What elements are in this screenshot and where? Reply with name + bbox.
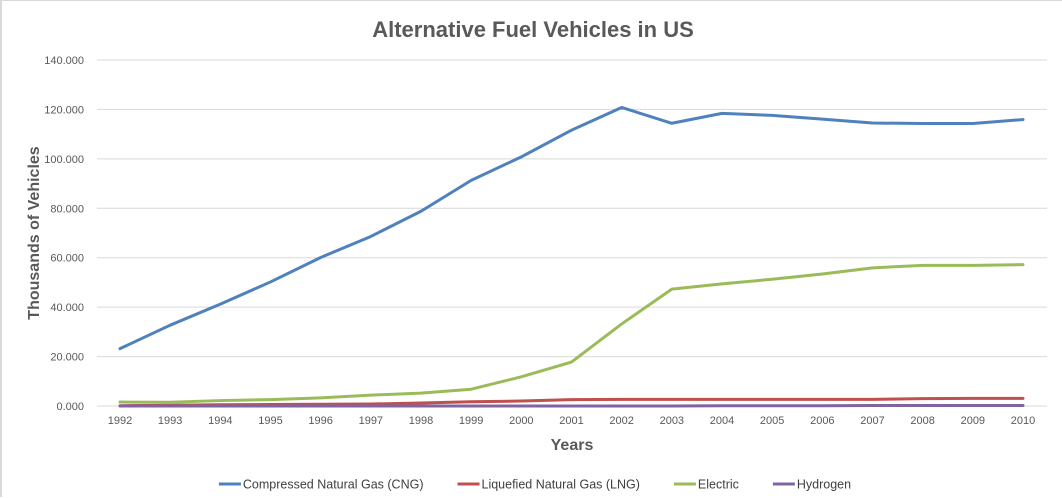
y-tick-label: 40.000 <box>50 302 84 314</box>
legend-label: Liquefied Natural Gas (LNG) <box>482 478 640 492</box>
y-axis-ticks: 0.000 20.000 40.000 60.000 80.000 100.000 120.… <box>44 55 84 413</box>
y-tick-label: 20.000 <box>50 352 84 364</box>
x-tick-label: 2010 <box>1011 415 1035 427</box>
y-axis-label: Thousands of Vehicles <box>26 146 43 319</box>
legend-item: Compressed Natural Gas (CNG) <box>219 478 424 492</box>
x-tick-label: 1998 <box>409 415 433 427</box>
legend-label: Hydrogen <box>797 478 851 492</box>
series-electric <box>120 265 1023 403</box>
x-tick-label: 2001 <box>559 415 583 427</box>
series-line <box>120 107 1023 348</box>
x-tick-label: 1994 <box>208 415 232 427</box>
x-tick-label: 2007 <box>860 415 884 427</box>
y-tick-label: 100.000 <box>44 154 84 166</box>
x-tick-label: 2003 <box>660 415 684 427</box>
x-axis-label: Years <box>551 437 594 454</box>
legend: Compressed Natural Gas (CNG) Liquefied Na… <box>219 478 851 492</box>
x-tick-label: 1999 <box>459 415 483 427</box>
x-tick-label: 2009 <box>961 415 985 427</box>
y-tick-label: 80.000 <box>50 203 84 215</box>
legend-label: Compressed Natural Gas (CNG) <box>243 478 424 492</box>
x-tick-label: 2006 <box>810 415 834 427</box>
x-tick-label: 1996 <box>308 415 332 427</box>
legend-item: Electric <box>674 478 739 492</box>
x-tick-label: 1995 <box>258 415 282 427</box>
series-line <box>120 265 1023 403</box>
gridlines <box>97 60 1047 406</box>
x-tick-label: 2005 <box>760 415 784 427</box>
y-tick-label: 140.000 <box>44 55 84 67</box>
x-tick-label: 2004 <box>710 415 734 427</box>
x-tick-label: 2000 <box>509 415 533 427</box>
series-hydrogen <box>120 405 1023 406</box>
x-tick-label: 2002 <box>609 415 633 427</box>
x-tick-label: 1992 <box>108 415 132 427</box>
y-tick-label: 120.000 <box>44 104 84 116</box>
series-compressed-natural-gas-cng <box>120 107 1023 348</box>
x-axis-ticks: 1992 1993 1994 1995 1996 1997 1998 1999 2000 2001… <box>108 415 1035 427</box>
x-tick-label: 1997 <box>359 415 383 427</box>
x-tick-label: 1993 <box>158 415 182 427</box>
y-tick-label: 0.000 <box>56 401 84 413</box>
series-lines <box>120 107 1023 406</box>
legend-item: Liquefied Natural Gas (LNG) <box>458 478 640 492</box>
y-tick-label: 60.000 <box>50 253 84 265</box>
legend-label: Electric <box>698 478 739 492</box>
chart-title: Alternative Fuel Vehicles in US <box>372 17 694 42</box>
legend-item: Hydrogen <box>773 478 851 492</box>
x-tick-label: 2008 <box>910 415 934 427</box>
